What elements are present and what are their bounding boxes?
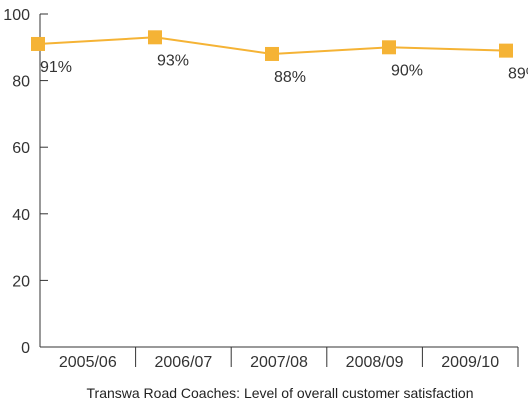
- data-point-marker: [148, 30, 162, 45]
- y-tick-label: 60: [12, 140, 30, 157]
- y-tick-label: 100: [3, 7, 30, 24]
- y-tick-label: 20: [12, 273, 30, 290]
- y-axis-ticks: 0 20 40 60 80 100: [3, 7, 48, 357]
- data-point-marker: [265, 46, 279, 61]
- data-point-marker: [31, 36, 45, 51]
- y-tick-label: 0: [21, 340, 30, 357]
- data-point-marker: [382, 40, 396, 55]
- x-tick-label: 2006/07: [154, 354, 212, 371]
- x-axis-ticks: 2005/06 2006/07 2007/08 2008/09 2009/10: [59, 347, 519, 371]
- data-label: 91%: [40, 59, 72, 76]
- series-group: 91% 93% 88% 90% 89%: [31, 30, 528, 86]
- data-point-marker: [499, 43, 513, 58]
- chart-axes: [39, 14, 518, 348]
- x-tick-label: 2008/09: [346, 354, 404, 371]
- data-label: 90%: [391, 62, 423, 79]
- chart-title: Transwa Road Coaches: Level of overall c…: [87, 385, 474, 401]
- x-tick-label: 2005/06: [59, 354, 117, 371]
- y-tick-label: 80: [12, 74, 30, 91]
- y-tick-label: 40: [12, 207, 30, 224]
- data-label: 89%: [508, 66, 528, 83]
- data-label: 93%: [157, 52, 189, 69]
- x-tick-label: 2007/08: [250, 354, 308, 371]
- x-tick-label: 2009/10: [441, 354, 499, 371]
- data-label: 88%: [274, 69, 306, 86]
